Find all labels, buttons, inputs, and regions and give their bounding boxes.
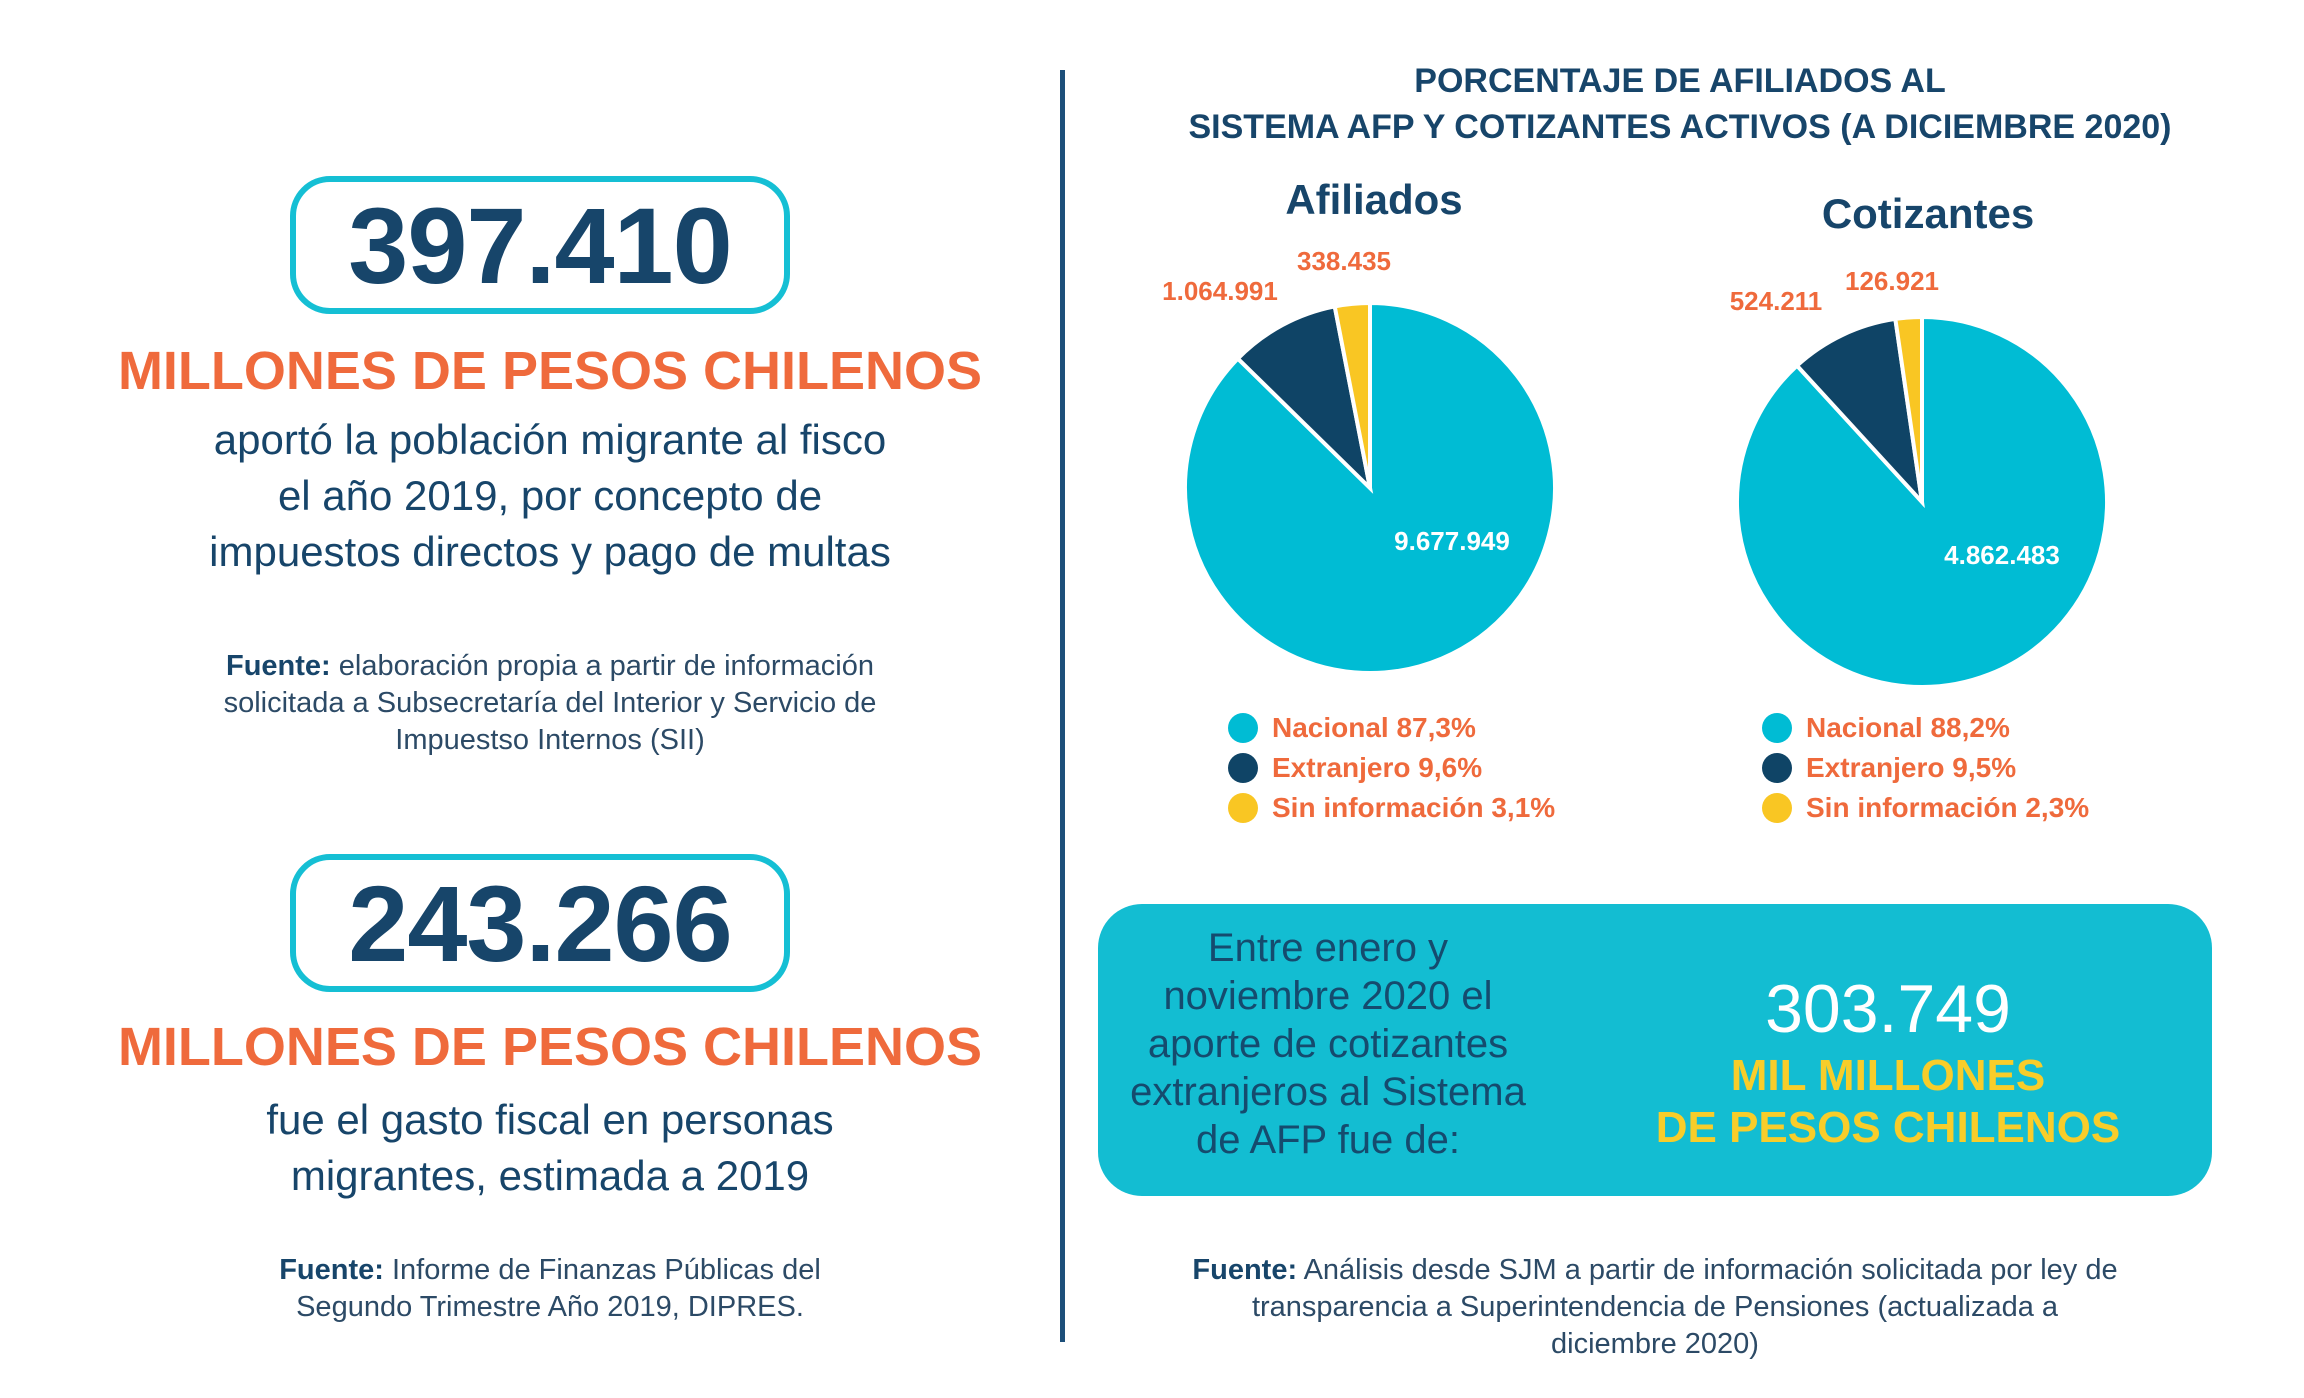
stat2-number: 243.266 [348, 862, 732, 984]
stat2-source: Fuente: Informe de Finanzas Públicas del… [190, 1252, 910, 1326]
legend-dot-sin-informacion [1228, 793, 1258, 823]
legend-label: Nacional 87,3% [1272, 712, 1476, 743]
stat1-number: 397.410 [348, 184, 732, 306]
stat1-source-line: elaboración propia a partir de informaci… [330, 650, 874, 682]
callout-unit-line: DE PESOS CHILENOS [1655, 1103, 2121, 1152]
pie-slice-sin-informacion [1332, 300, 1372, 489]
legend-item-sin-informacion: Sin información 2,3% [1762, 788, 2089, 828]
legend-label: Extranjero 9,6% [1272, 752, 1483, 783]
legend-label: Extranjero 9,5% [1806, 752, 2017, 783]
legend-label: Sin información 3,1% [1272, 792, 1556, 823]
stat1-source: Fuente: elaboración propia a partir de i… [130, 648, 970, 759]
callout-text-line: aporte de cotizantes [1147, 1022, 1509, 1066]
legend-item-sin-informacion: Sin información 3,1% [1228, 788, 1555, 828]
pie-value-label: 126.921 [1845, 266, 1939, 296]
legend-dot-nacional [1228, 713, 1258, 743]
pie-cotizantes: 4.862.483 524.211 126.921 [1730, 266, 2109, 689]
legend-label: Sin información 2,3% [1806, 792, 2090, 823]
chart-title-line: SISTEMA AFP Y COTIZANTES ACTIVOS (A DICI… [1188, 108, 2172, 146]
stat2-source-line: Informe de Finanzas Públicas del [383, 1254, 821, 1286]
stat1-source-line: Impuestso Internos (SII) [395, 724, 705, 756]
pie-slice-extranjero [1235, 304, 1374, 494]
legend-item-extranjero: Extranjero 9,5% [1762, 748, 2089, 788]
pie-value-label: 4.862.483 [1944, 540, 2060, 570]
stat1-source-line: solicitada a Subsecretaría del Interior … [223, 687, 877, 719]
stat1-desc-line: impuestos directos y pago de multas [209, 528, 891, 575]
column-divider [1060, 70, 1065, 1342]
legend-dot-extranjero [1228, 753, 1258, 783]
stat2-desc-line: fue el gasto fiscal en personas [266, 1096, 834, 1143]
pie-slice-sin-informacion [1893, 314, 1924, 503]
right-source: Fuente: Análisis desde SJM a partir de i… [1110, 1252, 2200, 1363]
pie-afiliados: 9.677.949 1.064.991 338.435 [1162, 246, 1557, 675]
right-source-line: diciembre 2020) [1551, 1328, 1759, 1360]
stat2-source-label: Fuente: [279, 1254, 384, 1286]
right-source-line: transparencia a Superintendencia de Pens… [1251, 1291, 2059, 1323]
callout-text-line: de AFP fue de: [1196, 1118, 1460, 1162]
chart-title-line: PORCENTAJE DE AFILIADOS AL [1414, 62, 1946, 100]
legend-dot-extranjero [1762, 753, 1792, 783]
callout-text-line: Entre enero y [1207, 926, 1449, 970]
stat1-description: aportó la población migrante al fisco el… [90, 412, 1010, 580]
pie-value-label: 524.211 [1730, 286, 1823, 316]
pie-slice-extranjero [1794, 316, 1925, 509]
legend-afiliados: Nacional 87,3% Extranjero 9,6% Sin infor… [1228, 708, 1555, 828]
stat2-source-line: Segundo Trimestre Año 2019, DIPRES. [296, 1291, 804, 1323]
callout-text-line: extranjeros al Sistema [1130, 1070, 1526, 1114]
stat2-number-box: 243.266 [290, 854, 790, 992]
stat2-desc-line: migrantes, estimada a 2019 [290, 1152, 810, 1199]
stat2-unit: MILLONES DE PESOS CHILENOS [117, 1017, 983, 1077]
pie-value-label: 1.064.991 [1162, 276, 1278, 306]
callout-box: Entre enero y noviembre 2020 el aporte d… [1098, 904, 2212, 1196]
callout-number: 303.749 [1765, 971, 2011, 1047]
legend-dot-nacional [1762, 713, 1792, 743]
right-source-line: Análisis desde SJM a partir de informaci… [1297, 1254, 2118, 1286]
stat1-number-box: 397.410 [290, 176, 790, 314]
chart-title: PORCENTAJE DE AFILIADOS AL SISTEMA AFP Y… [1120, 58, 2240, 150]
pie-value-label: 9.677.949 [1394, 526, 1510, 556]
stat2-description: fue el gasto fiscal en personas migrante… [90, 1092, 1010, 1204]
stat1-desc-line: aportó la población migrante al fisco [213, 416, 887, 463]
pie-title-cotizantes: Cotizantes [1821, 190, 2035, 237]
callout-text: Entre enero y noviembre 2020 el aporte d… [1128, 924, 1528, 1164]
callout-unit-line: MIL MILLONES [1730, 1051, 2046, 1100]
callout-unit: MIL MILLONES DE PESOS CHILENOS [1588, 1050, 2188, 1154]
stat1-source-label: Fuente: [226, 650, 331, 682]
legend-dot-sin-informacion [1762, 793, 1792, 823]
legend-item-nacional: Nacional 88,2% [1762, 708, 2089, 748]
stat1-desc-line: el año 2019, por concepto de [277, 472, 823, 519]
pie-value-label: 338.435 [1297, 246, 1391, 276]
legend-item-nacional: Nacional 87,3% [1228, 708, 1555, 748]
stat1-unit: MILLONES DE PESOS CHILENOS [117, 341, 983, 401]
right-source-label: Fuente: [1192, 1254, 1298, 1286]
callout-text-line: noviembre 2020 el [1163, 974, 1493, 1018]
pie-title-afiliados: Afiliados [1285, 176, 1463, 223]
legend-cotizantes: Nacional 88,2% Extranjero 9,5% Sin infor… [1762, 708, 2089, 828]
legend-label: Nacional 88,2% [1806, 712, 2010, 743]
legend-item-extranjero: Extranjero 9,6% [1228, 748, 1555, 788]
